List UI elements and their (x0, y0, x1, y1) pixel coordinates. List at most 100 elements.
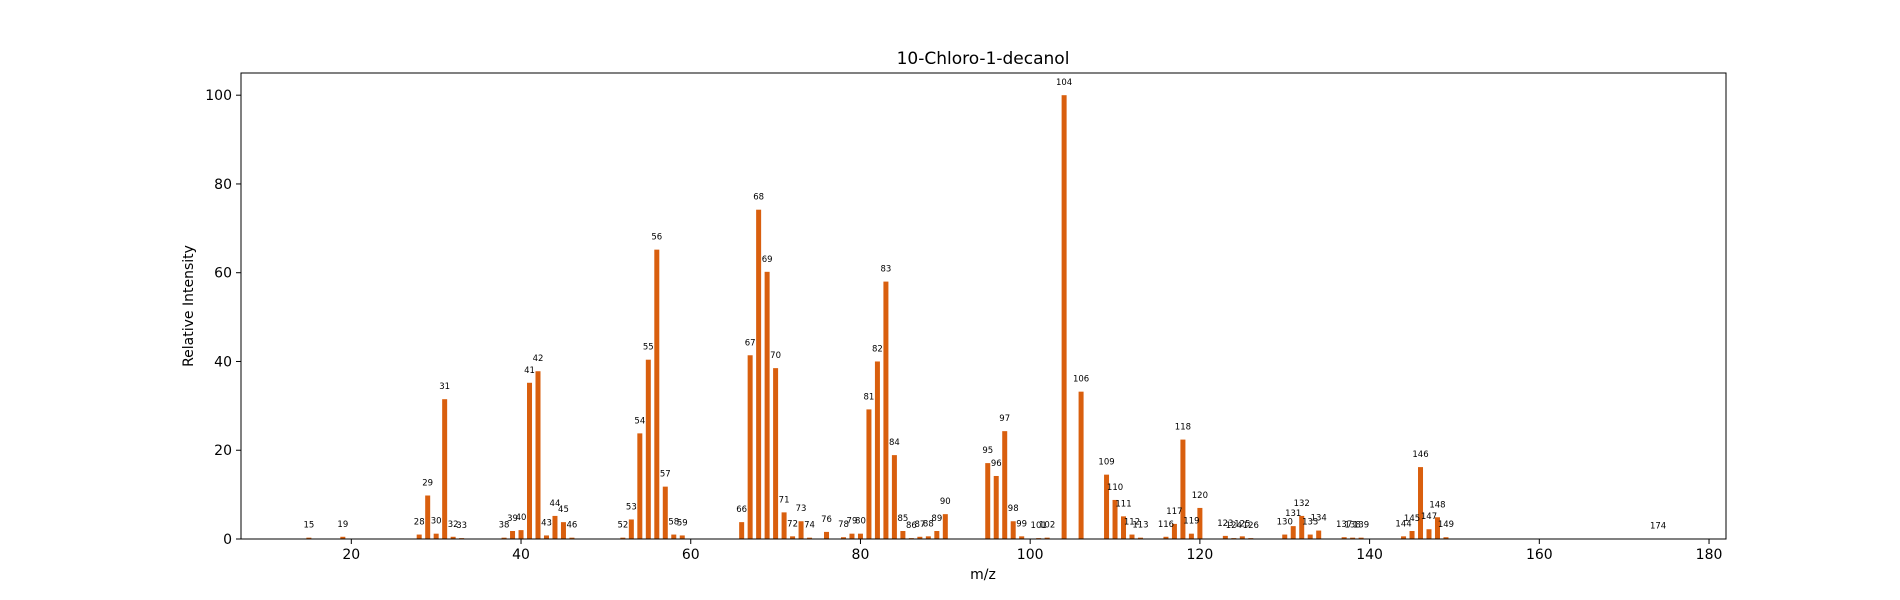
bar-mz-112 (1129, 534, 1135, 539)
y-tick-label: 80 (214, 177, 232, 193)
bar-mz-119 (1188, 533, 1194, 539)
bar-mz-81 (866, 409, 872, 539)
bar-mz-99 (1019, 536, 1025, 539)
chart-title: 10-Chloro-1-decanol (897, 49, 1070, 69)
peak-label-mz-66: 66 (736, 505, 747, 515)
bar-mz-89 (934, 531, 940, 539)
bar-mz-97 (1002, 431, 1008, 539)
bar-mz-117 (1171, 523, 1177, 539)
bar-mz-32 (450, 536, 456, 539)
bar-mz-82 (874, 361, 880, 539)
peak-label-mz-119: 119 (1183, 517, 1199, 527)
peak-label-mz-130: 130 (1277, 518, 1293, 528)
bar-mz-110 (1112, 499, 1118, 539)
y-axis-label: Relative Intensity (181, 245, 197, 367)
peak-label-mz-89: 89 (931, 514, 942, 524)
peak-label-mz-40: 40 (516, 513, 527, 523)
x-tick-label: 40 (512, 547, 530, 563)
bar-mz-106 (1078, 391, 1084, 539)
bar-mz-46 (569, 537, 575, 539)
bars-layer (306, 95, 1661, 540)
bar-mz-148 (1434, 517, 1440, 539)
bar-mz-95 (985, 463, 991, 539)
bar-mz-15 (306, 537, 312, 539)
bar-mz-59 (679, 535, 685, 539)
peak-label-mz-19: 19 (337, 520, 348, 530)
x-tick-label: 80 (852, 547, 870, 563)
peak-label-mz-84: 84 (889, 438, 900, 448)
bar-mz-133 (1307, 534, 1313, 539)
peak-label-mz-97: 97 (999, 414, 1010, 424)
bar-mz-113 (1137, 537, 1143, 539)
peak-label-mz-123: 123 (1217, 519, 1233, 529)
bar-mz-41 (527, 382, 533, 539)
bar-mz-73 (798, 521, 804, 539)
peak-label-mz-125: 125 (1234, 519, 1250, 529)
bar-mz-145 (1409, 531, 1415, 539)
x-tick-label: 60 (682, 547, 700, 563)
bar-mz-139 (1358, 537, 1364, 539)
bar-mz-57 (662, 486, 668, 539)
peak-label-mz-68: 68 (753, 193, 764, 203)
bar-mz-138 (1350, 537, 1356, 539)
bar-mz-31 (442, 399, 448, 539)
peak-label-mz-131: 131 (1285, 509, 1301, 519)
y-tick-label: 40 (214, 354, 232, 370)
bar-mz-74 (807, 537, 813, 539)
bar-mz-90 (942, 514, 948, 539)
bar-mz-58 (671, 534, 677, 539)
bar-mz-87 (917, 536, 923, 539)
bar-mz-38 (501, 537, 507, 539)
peak-label-mz-137: 137 (1336, 520, 1352, 530)
bar-mz-131 (1290, 526, 1296, 539)
bar-mz-123 (1222, 535, 1228, 539)
y-tick-label: 60 (214, 266, 232, 282)
bar-mz-116 (1163, 536, 1169, 539)
bar-mz-69 (764, 271, 770, 539)
peak-label-mz-126: 126 (1243, 521, 1259, 531)
bar-mz-98 (1010, 521, 1016, 539)
peak-label-mz-79: 79 (847, 517, 858, 527)
peak-label-mz-82: 82 (872, 344, 883, 354)
bar-mz-132 (1299, 515, 1305, 539)
bar-mz-96 (993, 475, 999, 539)
peak-label-mz-29: 29 (422, 479, 433, 489)
bar-mz-70 (773, 368, 779, 539)
peak-label-mz-33: 33 (456, 521, 467, 531)
x-tick-label: 120 (1187, 547, 1214, 563)
peak-label-mz-71: 71 (779, 495, 790, 505)
y-tick-label: 20 (214, 443, 232, 459)
bar-mz-118 (1180, 439, 1186, 539)
peak-label-mz-98: 98 (1008, 504, 1019, 514)
peak-label-mz-78: 78 (838, 520, 849, 530)
peak-label-mz-133: 133 (1302, 518, 1318, 528)
peak-label-mz-58: 58 (668, 518, 679, 528)
peak-label-mz-139: 139 (1353, 521, 1369, 531)
bar-mz-79 (849, 533, 855, 539)
peak-label-mz-81: 81 (864, 392, 875, 402)
bar-mz-102 (1044, 537, 1050, 539)
peak-label-mz-85: 85 (897, 514, 908, 524)
bar-mz-78 (840, 537, 846, 539)
peak-label-mz-42: 42 (533, 354, 544, 364)
peak-label-mz-32: 32 (448, 520, 459, 530)
peak-label-mz-96: 96 (991, 459, 1002, 469)
peak-label-mz-46: 46 (567, 521, 578, 531)
bar-mz-53 (628, 519, 634, 539)
peak-label-mz-31: 31 (439, 382, 450, 392)
peak-label-mz-104: 104 (1056, 78, 1072, 88)
peak-label-mz-28: 28 (414, 518, 425, 528)
peak-label-mz-90: 90 (940, 497, 951, 507)
bar-mz-80 (857, 533, 863, 539)
bar-mz-149 (1443, 537, 1449, 539)
peak-label-mz-30: 30 (431, 517, 442, 527)
bar-mz-42 (535, 371, 541, 539)
peak-label-mz-41: 41 (524, 366, 535, 376)
peak-label-mz-147: 147 (1421, 512, 1437, 522)
peak-label-mz-55: 55 (643, 343, 654, 353)
bar-mz-104 (1061, 95, 1067, 539)
bar-mz-39 (510, 531, 516, 539)
bar-mz-52 (620, 537, 626, 539)
bar-mz-76 (824, 531, 830, 539)
